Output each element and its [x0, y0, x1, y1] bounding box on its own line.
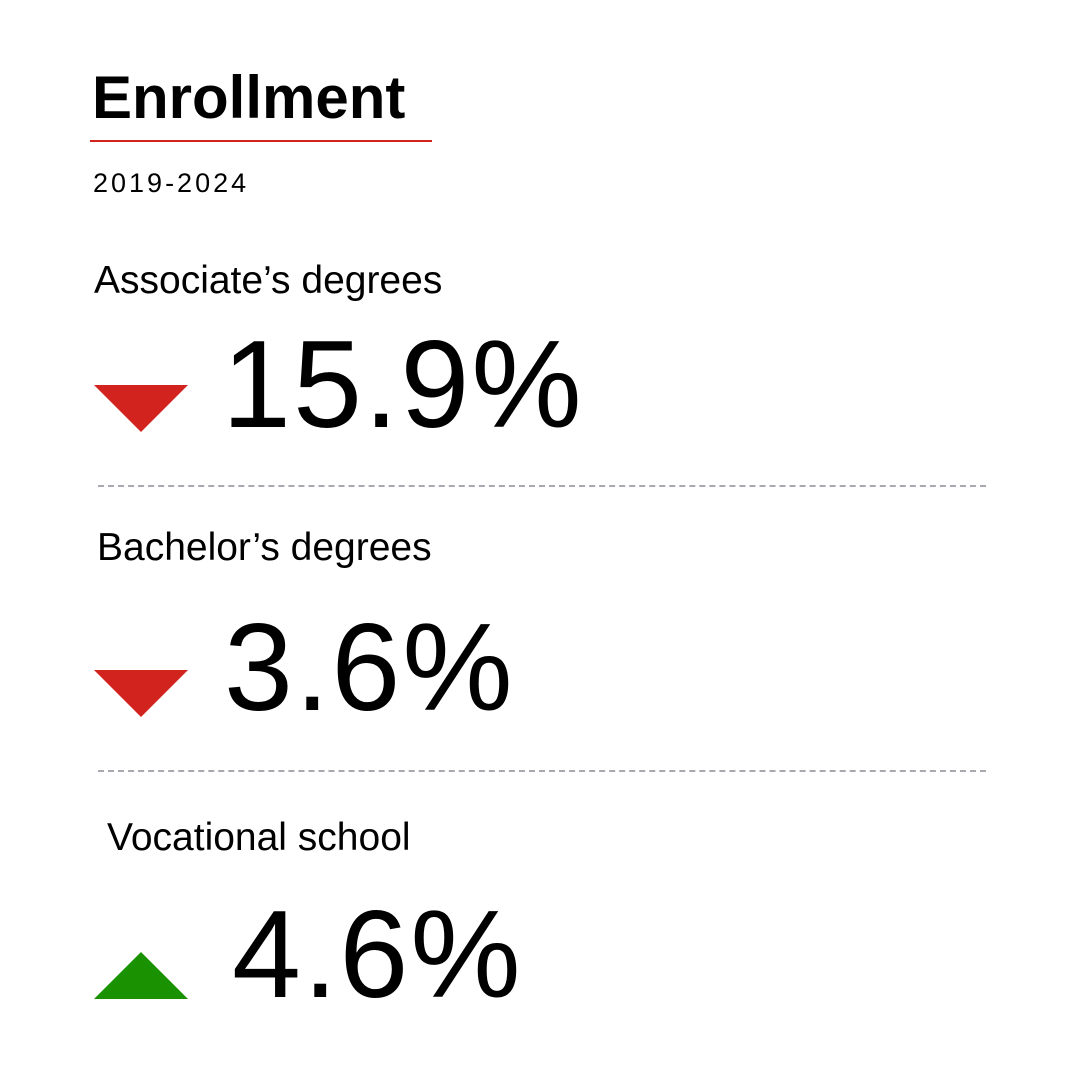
triangle-down-icon	[94, 385, 188, 432]
triangle-up-icon	[94, 952, 188, 999]
title-underline	[90, 140, 432, 142]
triangle-down-icon	[94, 670, 188, 717]
metric-label: Vocational school	[107, 816, 411, 859]
metric-value: 3.6%	[224, 599, 515, 737]
period-label: 2019-2024	[93, 168, 250, 198]
metric-value: 4.6%	[232, 886, 523, 1024]
metric-label: Bachelor’s degrees	[97, 526, 432, 569]
page-title: Enrollment	[92, 64, 406, 131]
divider	[98, 485, 986, 487]
metric-label: Associate’s degrees	[94, 259, 443, 302]
divider	[98, 770, 986, 772]
metric-value: 15.9%	[222, 316, 584, 454]
